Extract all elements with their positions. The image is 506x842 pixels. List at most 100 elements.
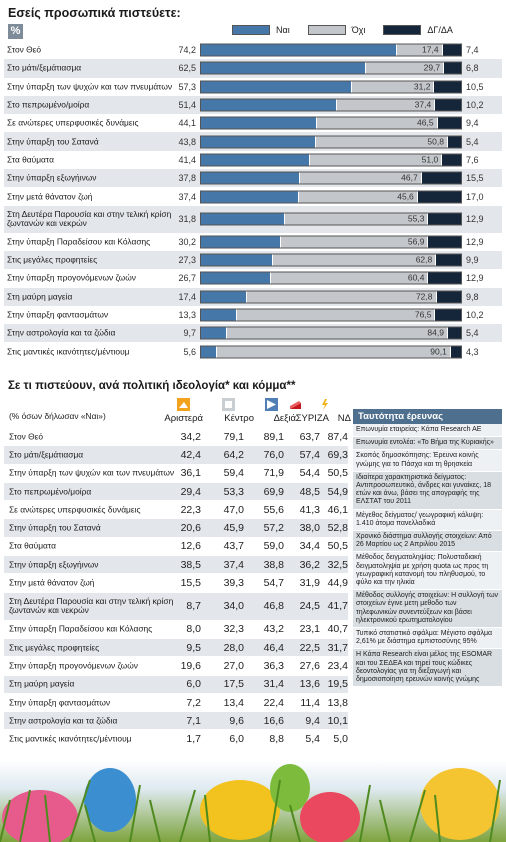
table-cell: 44,9 xyxy=(327,577,348,590)
row-label: Στην μετά θάνατον ζωή xyxy=(9,577,95,588)
table-cell: 76,0 xyxy=(263,448,284,461)
table-cell: 19,5 xyxy=(327,678,348,691)
bar-segment-yes xyxy=(201,172,300,184)
bar-segment-dk xyxy=(446,327,461,339)
column-header: Δεξιά xyxy=(273,413,296,424)
value-label-yes: 37,8 xyxy=(178,173,196,184)
bar-segment-no: 31,2 xyxy=(351,81,434,93)
value-label-no: 37,4 xyxy=(414,99,432,110)
bar-segment-no: 90,1 xyxy=(215,346,450,358)
category-label: Στην μετά θάνατον ζωή xyxy=(7,191,93,202)
row-label: Στην ύπαρξη προγονόμενων ζωών xyxy=(9,660,138,671)
row-label: Στις μεγάλες προφητείες xyxy=(9,642,100,653)
bar-segment-dk xyxy=(427,272,461,284)
table-cell: 36,2 xyxy=(299,558,320,571)
stacked-bar: 46,7 xyxy=(200,171,462,185)
row-label: Στις μαντικές ικανότητες/μέντιουμ xyxy=(9,733,132,744)
table-cell: 50,5 xyxy=(327,540,348,553)
survey-block: Σκοπός δημοσκόπησης: Έρευνα κοινής γνώμη… xyxy=(353,450,502,472)
stacked-bar: 46,5 xyxy=(200,116,462,130)
value-label-dk: 5,4 xyxy=(466,328,479,339)
table-cell: 57,2 xyxy=(263,522,284,535)
bar-segment-yes xyxy=(201,346,216,358)
value-label-no: 46,7 xyxy=(401,172,418,183)
bar-segment-dk xyxy=(427,236,461,248)
value-label-dk: 4,3 xyxy=(466,346,479,357)
table-row: Στη Δευτέρα Παρουσία και στην τελική κρί… xyxy=(4,591,348,620)
table-cell: 22,4 xyxy=(263,696,284,709)
survey-block: Επωνυμία εντολέα: «Το Βήμα της Κυριακής» xyxy=(353,437,502,451)
table-cell: 9,6 xyxy=(229,714,244,727)
legend-label-no: Όχι xyxy=(351,25,366,35)
bar-segment-no: 29,7 xyxy=(365,62,444,74)
bar-segment-yes xyxy=(201,44,396,56)
bar-segment-no: 46,7 xyxy=(299,172,421,184)
table-cell: 43,2 xyxy=(263,623,284,636)
bar-segment-yes xyxy=(201,327,227,339)
table-cell: 69,3 xyxy=(327,448,348,461)
stacked-bar: 29,7 xyxy=(200,61,462,75)
table-cell: 71,9 xyxy=(263,467,284,480)
table-cell: 17,5 xyxy=(223,678,244,691)
table-cell: 7,1 xyxy=(186,714,201,727)
table-cell: 15,5 xyxy=(180,577,201,590)
table-cell: 41,7 xyxy=(327,600,348,613)
table-cell: 57,4 xyxy=(299,448,320,461)
row-label: Στην ύπαρξη του Σατανά xyxy=(9,522,101,533)
table-cell: 36,1 xyxy=(180,467,201,480)
chart-row: Στις μεγάλες προφητείες 27,3 62,8 9,9 xyxy=(4,250,502,270)
value-label-no: 45,6 xyxy=(397,191,414,202)
value-label-yes: 30,2 xyxy=(178,236,196,247)
bar-segment-no: 62,8 xyxy=(271,254,436,266)
table-row: Στην αστρολογία και τα ζώδια 7,1 9,6 16,6 9,… xyxy=(4,711,348,730)
category-label: Στις μαντικές ικανότητες/μέντιουμ xyxy=(7,346,130,357)
table-cell: 39,3 xyxy=(223,577,244,590)
value-label-yes: 51,4 xyxy=(178,100,196,111)
table-cell: 42,4 xyxy=(180,448,201,461)
value-label-no: 55,3 xyxy=(407,213,425,224)
stacked-bar: 55,3 xyxy=(200,212,462,226)
table-cell: 5,0 xyxy=(333,733,348,746)
category-label: Στην ύπαρξη εξωγήινων xyxy=(7,172,97,183)
row-label: Στη Δευτέρα Παρουσία και στην τελική κρί… xyxy=(9,596,174,616)
bar-segment-no: 51,0 xyxy=(308,154,442,166)
stacked-bar: 90,1 xyxy=(200,345,462,359)
bar-segment-dk xyxy=(434,99,461,111)
table-cell: 46,4 xyxy=(263,641,284,654)
table-cell: 13,4 xyxy=(223,696,244,709)
stacked-bar: 50,8 xyxy=(200,135,462,149)
chart-row: Στην μετά θάνατον ζωή 37,4 45,6 17,0 xyxy=(4,187,502,205)
stacked-bar: 17,4 xyxy=(200,43,462,57)
table-cell: 8,8 xyxy=(269,733,284,746)
table-cell: 52,8 xyxy=(327,522,348,535)
survey-blocks: Επωνυμία εταιρείας: Kάπα Research AE Επων… xyxy=(353,424,502,688)
category-label: Στο μάτι/ξεμάτιασμα xyxy=(7,62,82,73)
table-cell: 53,3 xyxy=(223,485,244,498)
row-label: Στην ύπαρξη των ψυχών και των πνευμάτων xyxy=(9,467,175,478)
value-label-yes: 44,1 xyxy=(178,118,196,129)
category-label: Στον Θεό xyxy=(7,44,42,55)
table-cell: 38,0 xyxy=(299,522,320,535)
chart-row: Στο μάτι/ξεμάτιασμα 62,5 29,7 6,8 xyxy=(4,59,502,78)
value-label-no: 76,5 xyxy=(414,309,432,320)
table-row: Στο πεπρωμένο/μοίρα 29,4 53,3 69,9 48,5 54,9 xyxy=(4,481,348,501)
bar-segment-dk xyxy=(449,346,461,358)
bar-segment-dk xyxy=(420,172,461,184)
table-cell: 29,4 xyxy=(180,485,201,498)
bar-segment-yes xyxy=(201,154,309,166)
legend-label-dk: ΔΓ/ΔΑ xyxy=(427,25,453,35)
chart-row: Στην ύπαρξη προγονόμενων ζωών 26,7 60,4 12,… xyxy=(4,269,502,287)
table-cell: 43,7 xyxy=(223,540,244,553)
value-label-no: 90,1 xyxy=(430,346,447,357)
bar-segment-no: 45,6 xyxy=(298,191,417,203)
row-label: Στο μάτι/ξεμάτιασμα xyxy=(9,449,84,460)
chart-row: Στην αστρολογία και τα ζώδια 9,7 84,9 5,4 xyxy=(4,324,502,343)
value-label-dk: 10,2 xyxy=(466,100,484,111)
stacked-bar: 45,6 xyxy=(200,190,462,204)
table-cell: 8,0 xyxy=(186,623,201,636)
table-cell: 32,3 xyxy=(223,623,244,636)
bar-segment-no: 50,8 xyxy=(314,136,447,148)
table-cell: 36,3 xyxy=(263,659,284,672)
table-cell: 20,6 xyxy=(180,522,201,535)
bar-segment-yes xyxy=(201,213,284,225)
